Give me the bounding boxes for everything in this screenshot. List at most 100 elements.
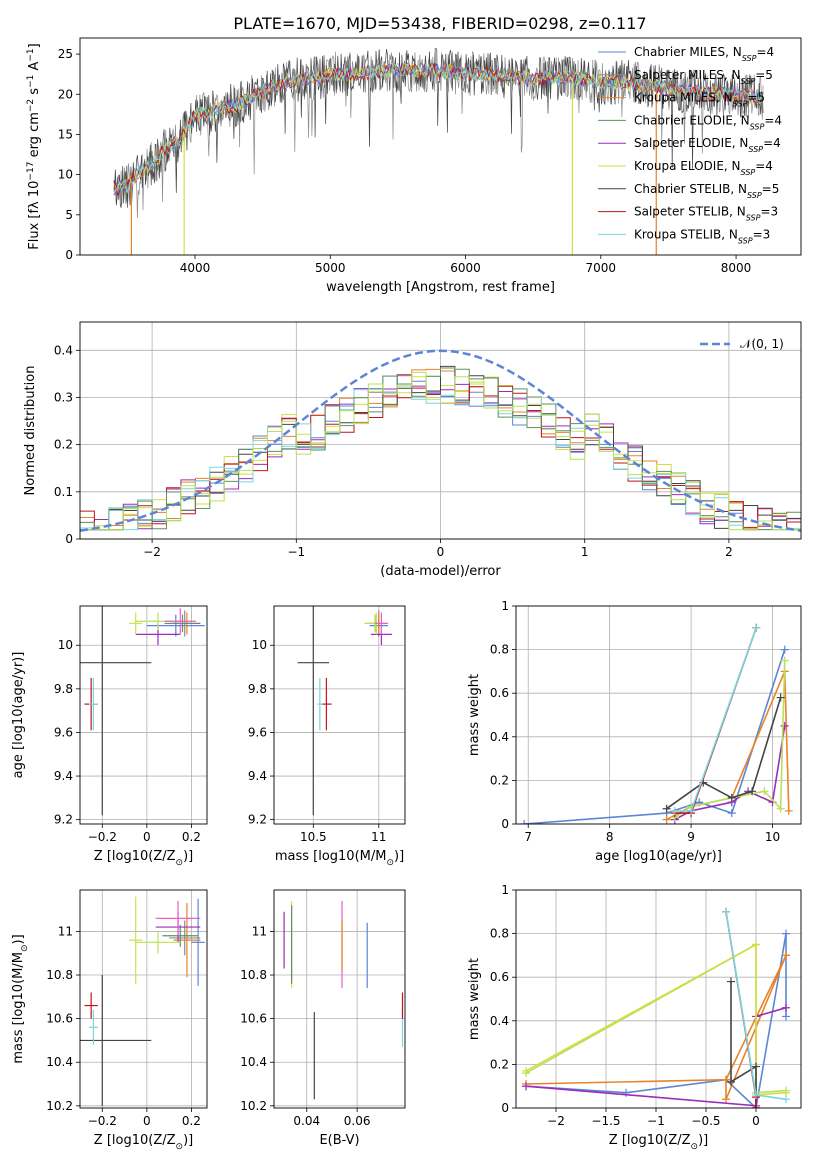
tick-label-y: 0 (65, 532, 73, 546)
axis-label-part: Z [log10(Z/Z (94, 849, 176, 864)
weight-lines (520, 623, 793, 824)
legend-label-part: =3 (753, 227, 771, 241)
weight-marker (782, 1095, 790, 1104)
tick-label-y: 15 (58, 127, 73, 141)
errorbar-point (374, 612, 388, 635)
panel-mass_weight_vs_Z: −2 −1.5 −1 −0.5 0 0 0.2 0.4 0.6 0.8 1 Z [log10(Z/Z⊙… (467, 883, 802, 1152)
axis-label: (data-model)/error (380, 564, 501, 579)
axis-label-part: ] (27, 43, 42, 48)
axis-label-part: ⊙ (691, 1142, 699, 1152)
weight-marker (670, 806, 679, 815)
tick-label-x: 0 (752, 1114, 760, 1128)
legend-label-part: SSP (747, 190, 762, 199)
weight-marker (687, 806, 696, 815)
errorbar-point (129, 896, 143, 984)
errorbars (80, 606, 205, 816)
axis-label-part: (data-model)/error (380, 564, 501, 579)
axis-label-part: ⊙ (386, 858, 394, 868)
weight-marker (782, 929, 790, 938)
panel-residuals: −2 −1 0 1 2 0 0.1 0.2 0.3 0.4 (data-model)/error No… (23, 321, 802, 579)
weight-marker (722, 1095, 730, 1104)
tick-label-x: −1.5 (591, 1114, 620, 1128)
tick-label-x: −2 (547, 1114, 565, 1128)
tick-label-x: 8000 (721, 261, 752, 275)
tick-label-y: 10.8 (240, 968, 267, 982)
tick-label-x: 0.2 (182, 830, 201, 844)
panel-mass_vs_ebv: 0.04 0.06 10.2 10.4 10.6 10.8 11 E(B-V) (240, 889, 406, 1148)
tick-label-y: 11 (58, 924, 73, 938)
tick-label-x: 5000 (315, 261, 346, 275)
tick-label-y: 1 (501, 883, 509, 897)
axes-frame (273, 605, 406, 825)
tick-label-y: 10.2 (46, 1099, 73, 1113)
legend-label-part: SSP (741, 76, 756, 85)
tick-label-x: −1 (287, 545, 305, 559)
tick-label-y: 0.2 (54, 438, 73, 452)
tick-label-y: 0.2 (490, 773, 509, 787)
legend-label-part: Chabrier MILES, N (634, 45, 742, 59)
axis-label: mass weight (467, 958, 482, 1040)
weight-series-kroupa-elodie (525, 943, 787, 1096)
tick-label-x: 6000 (450, 261, 481, 275)
legend-label: Chabrier ELODIE, NSSP=4 (634, 113, 782, 130)
tick-label-y: 25 (58, 47, 73, 61)
errorbars (283, 900, 404, 1100)
axis-label: Z [log10(Z/Z⊙)] (94, 849, 193, 868)
legend-label-part: Chabrier STELIB, N (634, 182, 747, 196)
weight-marker (662, 804, 671, 813)
weight-marker (780, 645, 789, 654)
tick-label-x: 11 (371, 830, 386, 844)
axes-frame (79, 321, 802, 540)
spectrum-line-chabrier-elodie (113, 61, 762, 195)
legend-label-part: Chabrier ELODIE, N (634, 113, 750, 127)
spectrum-line-salpeter-stelib (113, 63, 762, 197)
errorbar-point (155, 900, 201, 936)
tick-label-y: 0.4 (490, 730, 509, 744)
legend-label-part: =5 (755, 68, 773, 82)
errorbar-point (88, 677, 98, 731)
errorbar-point (135, 931, 181, 954)
axis-label: mass [log10(M/M⊙)] (11, 934, 30, 1063)
tick-label-y: 1 (501, 599, 509, 613)
axis-label: Flux [fλ 10−17 erg cm−2 s−1 A−1] (26, 43, 42, 250)
tick-label-x: −0.5 (691, 1114, 720, 1128)
tick-label-y: 0.8 (490, 643, 509, 657)
legend-label: Salpeter STELIB, NSSP=3 (634, 205, 778, 223)
axes-frame (79, 889, 208, 1109)
weight-marker (748, 787, 757, 796)
axis-label-part: ⊙ (176, 858, 184, 868)
weight-series-chabrier-miles (525, 933, 787, 1108)
tick-label-x: 0.06 (344, 1114, 371, 1128)
legend-label: Kroupa MILES, NSSP=5 (634, 91, 765, 109)
errorbar-point (146, 614, 205, 637)
weight-marker (727, 793, 736, 802)
legend-label-part: Kroupa ELODIE, N (634, 159, 741, 173)
legend-label: Chabrier MILES, NSSP=4 (634, 45, 774, 63)
errorbar-point (129, 612, 143, 635)
weight-marker (752, 623, 761, 632)
legend-label: 𝒩(0, 1) (740, 337, 784, 351)
tick-label-x: 0.04 (293, 1114, 320, 1128)
tick-label-y: 0.1 (54, 485, 73, 499)
errorbar-point (84, 992, 98, 1019)
axis-label: E(B-V) (319, 1133, 359, 1148)
axis-label-part: mass [log10(M/M (11, 952, 26, 1064)
tick-label-x: −1 (647, 1114, 665, 1128)
legend-label-part: Kroupa MILES, N (634, 91, 733, 105)
axis-label-part: )] (698, 1133, 708, 1148)
tick-label-y: 9.8 (54, 682, 73, 696)
legend-label-part: SSP (748, 145, 763, 154)
legend-label-part: SSP (742, 54, 757, 63)
errorbars (80, 896, 205, 1106)
weight-marker (782, 1003, 790, 1012)
tick-label-y: 10.4 (46, 1055, 73, 1069)
tick-label-y: 9.2 (248, 813, 267, 827)
weight-marker (784, 806, 793, 815)
errorbar-point (191, 898, 205, 986)
tick-label-x: 0.2 (182, 1114, 201, 1128)
tick-label-y: 10.2 (240, 1099, 267, 1113)
axis-label-part: Z [log10(Z/Z (94, 1133, 176, 1148)
tick-label-x: 8 (606, 830, 614, 844)
axis-label-part: Flux [f (27, 209, 42, 250)
